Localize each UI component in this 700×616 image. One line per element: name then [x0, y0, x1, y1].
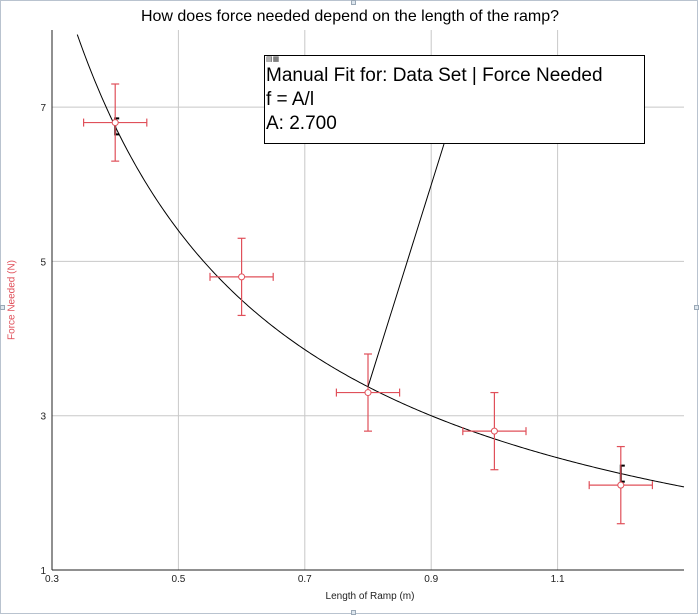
data-point [364, 389, 372, 397]
resize-handle-left[interactable] [0, 305, 5, 310]
fit-annotation-box[interactable]: ▤▦ Manual Fit for: Data Set | Force Need… [264, 55, 645, 144]
tick-labels: 0.3 0.5 0.7 0.9 1.1 1 3 5 7 [40, 103, 565, 585]
resize-handle-top[interactable] [351, 0, 356, 5]
resize-handle-right[interactable] [694, 305, 699, 310]
axes [51, 30, 684, 571]
resize-handle-bottom[interactable] [351, 610, 356, 615]
data-points [82, 83, 654, 525]
annotation-parameter: A: 2.700 [266, 113, 337, 134]
annotation-pointer-line [367, 143, 445, 387]
y-tick-label: 5 [40, 257, 46, 268]
y-tick-label: 3 [40, 412, 46, 423]
x-tick-label: 0.9 [424, 574, 438, 585]
chart-title: How does force needed depend on the leng… [140, 8, 560, 25]
data-point [111, 119, 119, 127]
data-point [617, 481, 625, 489]
data-point [490, 427, 498, 435]
annotation-title: Manual Fit for: Data Set | Force Needed [266, 65, 603, 86]
annotation-connector [367, 143, 445, 387]
y-tick-label: 1 [40, 566, 46, 577]
annotation-options-icon[interactable]: ▤▦ [266, 56, 280, 63]
data-point [238, 273, 246, 281]
x-tick-label: 1.1 [551, 574, 565, 585]
x-tick-label: 0.3 [45, 574, 59, 585]
x-tick-label: 0.7 [298, 574, 312, 585]
x-axis-label: Length of Ramp (m) [325, 591, 415, 602]
y-tick-label: 7 [40, 103, 46, 114]
x-tick-label: 0.5 [171, 574, 185, 585]
annotation-equation: f = A/l [266, 89, 315, 110]
